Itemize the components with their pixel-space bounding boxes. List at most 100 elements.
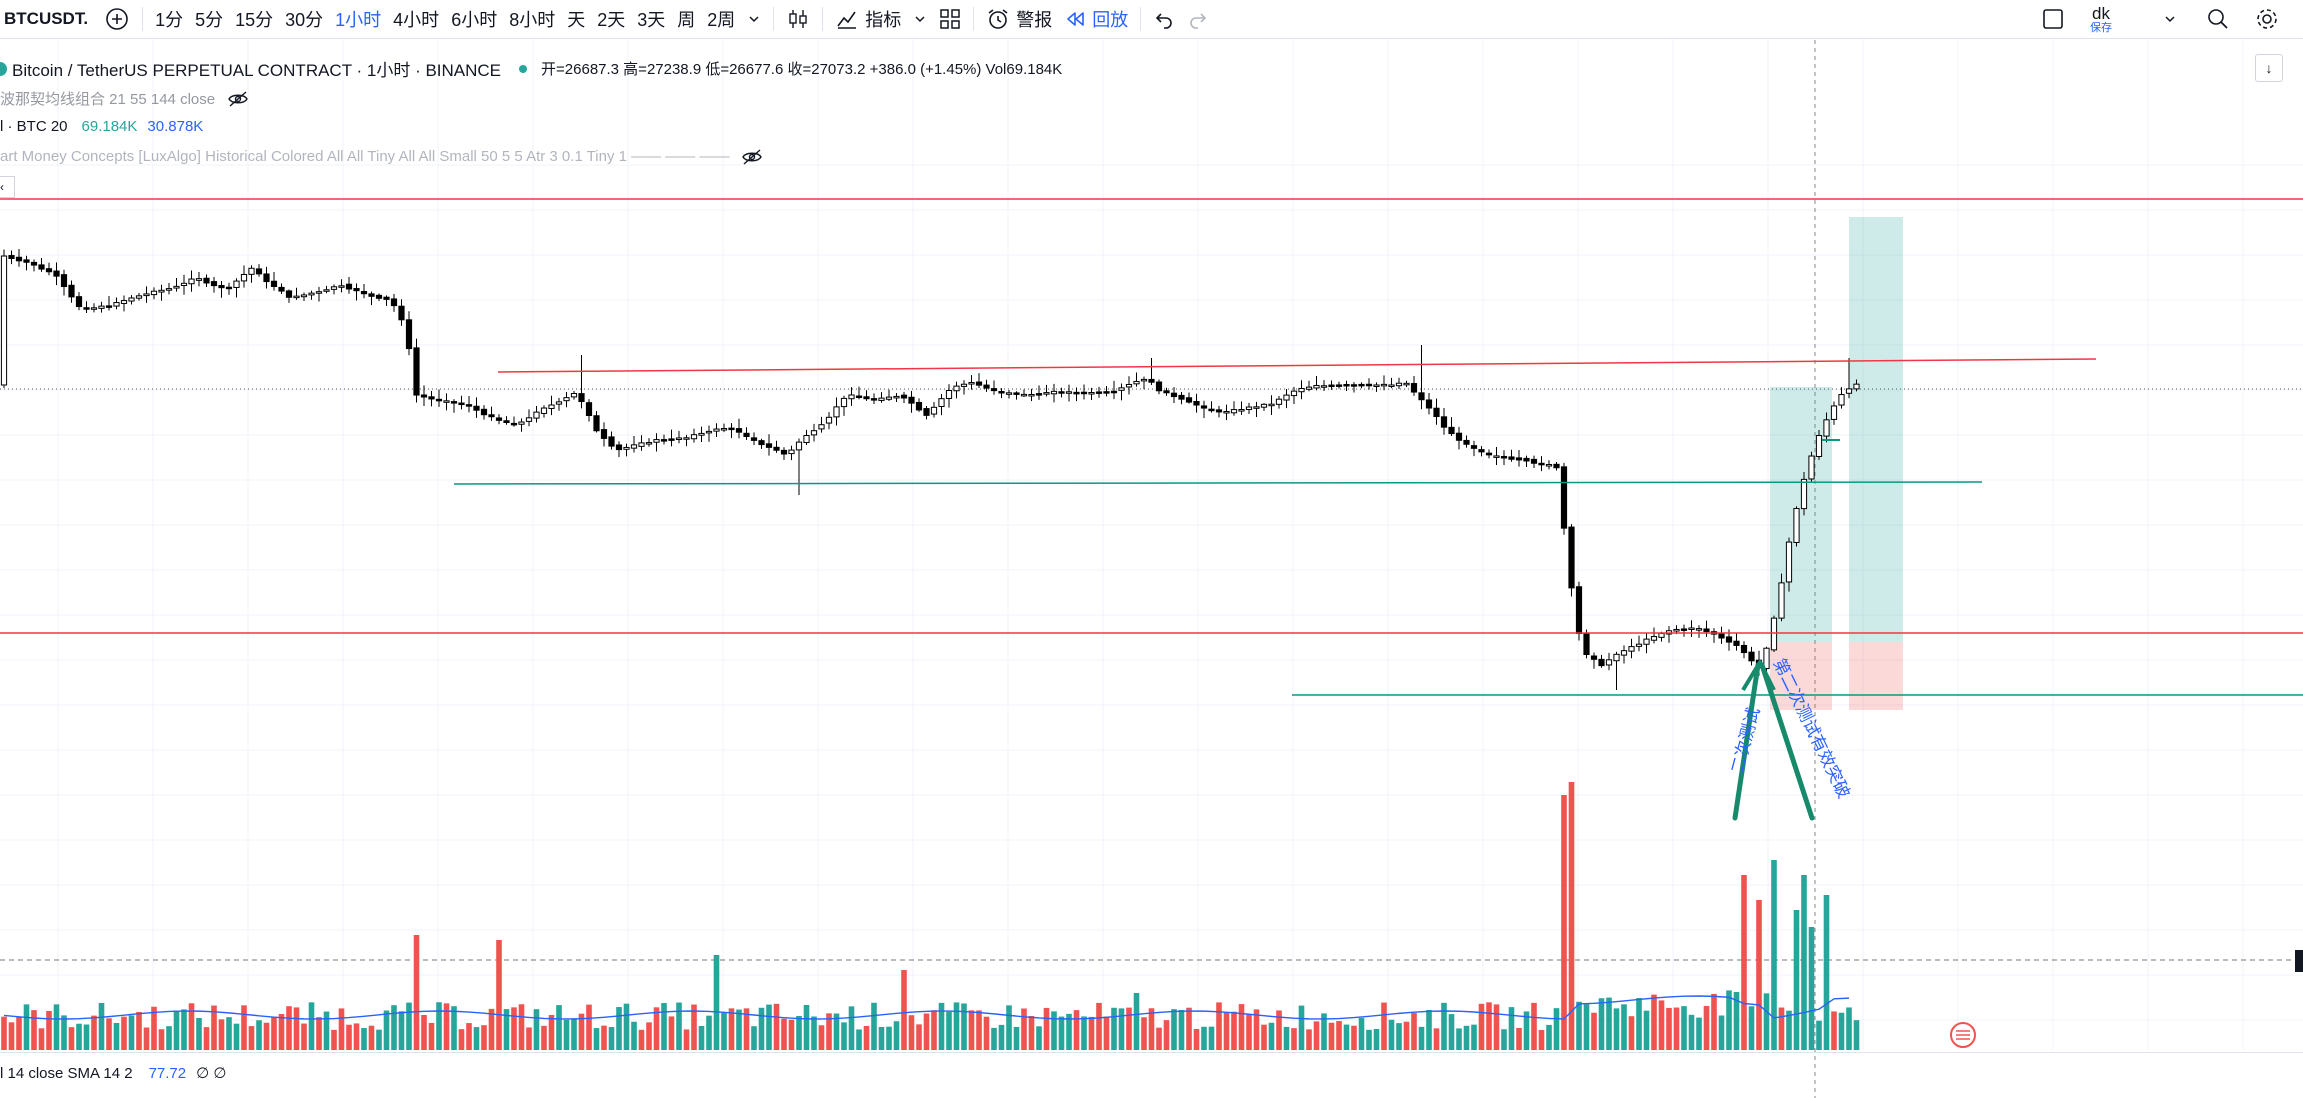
redo-icon[interactable] [1181,0,1215,38]
volume-bar [781,1018,787,1050]
volume-bar [578,1013,585,1050]
volume-bar [1051,1011,1057,1050]
candle-body [1373,384,1380,387]
interval-9[interactable]: 2天 [597,10,626,30]
interval-3[interactable]: 30分 [285,10,324,30]
scroll-left-button[interactable]: ‹ [0,176,15,198]
candle-body [420,394,428,398]
volume-bar [16,1016,22,1050]
symbol-button[interactable]: BTCUSDT. [4,9,89,28]
candle-body [188,278,195,285]
volume-bar [1336,1021,1342,1050]
interval-11[interactable]: 周 [677,10,696,30]
candle-body [1403,382,1410,386]
arrow-head [1741,660,1776,692]
save-layout-button[interactable]: dk 保存 [2090,0,2112,38]
volume-bar [1523,1011,1530,1050]
undo-icon[interactable] [1147,0,1181,38]
volume-bar [1786,1010,1792,1050]
interval-12[interactable]: 2周 [707,10,736,30]
interval-10[interactable]: 3天 [637,10,666,30]
settings-gear-icon[interactable] [2254,6,2280,32]
candle-body [270,280,278,287]
interval-0[interactable]: 1分 [155,10,184,30]
volume-bar [728,1008,735,1050]
volume-bar [683,1029,690,1050]
chevron-left-icon: ‹ [0,180,4,194]
compare-add-icon[interactable] [98,0,136,38]
candle-body [533,411,540,419]
layout-dropdown-icon[interactable] [2163,12,2177,26]
pane-divider[interactable] [0,1052,2303,1053]
candle-body [1298,387,1305,393]
eye-hidden-icon[interactable] [741,148,763,165]
news-flag-icon[interactable] [1950,1022,1976,1048]
volume-bar [1501,1029,1507,1050]
volume-bar [38,1028,45,1050]
volume-bar [1036,1026,1042,1050]
volume-bar [1058,1016,1065,1050]
volume-bar [1613,1008,1620,1050]
volume-bar [758,1007,765,1050]
indicators-dropdown-icon[interactable] [907,0,933,38]
candle-style-icon[interactable] [780,0,816,38]
interval-4[interactable]: 1小时 [335,10,382,30]
volume-bar [308,1002,315,1050]
quick-search-icon[interactable] [2205,6,2231,32]
interval-dropdown-icon[interactable] [741,0,767,38]
volume-bar [871,1002,877,1050]
interval-6[interactable]: 6小时 [451,10,498,30]
volume-bar [946,1011,952,1050]
candle-body [870,398,878,401]
volume-bar [608,1027,615,1050]
eye-hidden-icon[interactable] [227,90,249,107]
interval-2[interactable]: 15分 [235,10,274,30]
candle-body [75,296,83,308]
volume-bar [451,1006,457,1050]
interval-8[interactable]: 天 [567,10,586,30]
volume-bar [1351,1025,1357,1050]
volume-bar [691,1004,697,1050]
volume-bar [1066,1013,1072,1050]
volume-bar [91,1015,97,1050]
candle-body [405,319,413,350]
volume-bar [436,1002,442,1050]
candle-body [668,438,675,441]
indicators-button[interactable]: 指标 [829,0,907,38]
volume-bar [383,1010,390,1050]
volume-bar [1553,1008,1560,1050]
interval-7[interactable]: 8小时 [509,10,556,30]
candle-body [848,394,855,400]
candle-body [488,414,495,418]
alert-button[interactable]: 警报 [980,0,1058,38]
volume-bar [1666,1007,1672,1050]
candle-body [1103,391,1110,394]
interval-1[interactable]: 5分 [195,10,224,30]
candle-body [233,280,240,288]
candle-body [83,307,90,310]
volume-bar [1006,1005,1012,1050]
candle-body [195,278,203,281]
volume-bar [391,1005,397,1050]
volume-bar [406,1002,412,1050]
templates-grid-icon[interactable] [933,0,967,38]
replay-label: 回放 [1092,10,1129,30]
candle-body [1650,636,1658,641]
layout-square-icon[interactable] [2041,7,2065,31]
volume-bar [68,1027,75,1050]
volume-bar [1156,1027,1162,1050]
volume-legend[interactable]: l · BTC 20 69.184K 30.878K [0,118,203,135]
volume-bar [1411,1013,1417,1050]
collapse-legend-button[interactable]: ↓ [2255,54,2283,82]
rsi-legend[interactable]: l 14 close SMA 14 2 77.72 ∅ ∅ [0,1064,226,1083]
volume-bar [1043,1007,1050,1050]
candle-body [1380,383,1388,387]
candle-body [765,443,773,448]
fib-ma-legend[interactable]: 波那契均线组合 21 55 144 close [0,88,249,109]
smc-legend[interactable]: art Money Concepts [LuxAlgo] Historical … [0,148,763,165]
interval-5[interactable]: 4小时 [393,10,440,30]
replay-button[interactable]: 回放 [1058,0,1134,38]
candle-body [548,404,555,409]
target-zone-2 [1849,217,1903,642]
